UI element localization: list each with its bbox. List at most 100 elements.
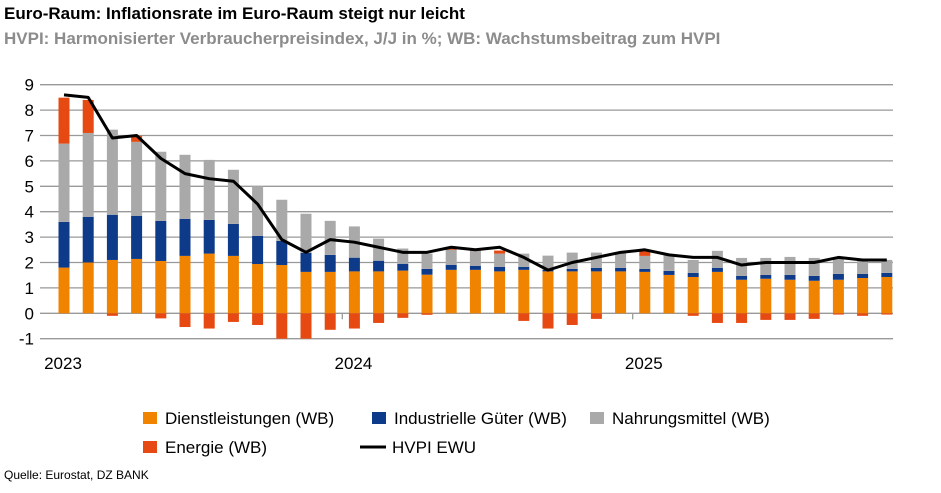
bar-segment: [784, 274, 796, 280]
bar-segment: [881, 259, 893, 273]
bar-segment: [179, 218, 191, 256]
legend-swatch: [143, 412, 157, 424]
bar-segment: [808, 313, 820, 319]
bar-segment: [832, 273, 844, 280]
bar-segment: [808, 275, 820, 281]
bar-segment: [203, 219, 215, 254]
bar-segment: [106, 129, 118, 215]
bar-segment: [832, 313, 844, 315]
bar-segment: [590, 252, 602, 268]
bar-segment: [711, 313, 723, 323]
bar-segment: [687, 313, 699, 316]
bar-segment: [421, 268, 433, 275]
bar-segment: [857, 277, 869, 314]
bar-segment: [542, 255, 554, 270]
bar-segment: [445, 264, 457, 270]
bar-segment: [590, 313, 602, 319]
bar-segment: [58, 221, 70, 268]
bar-segment: [494, 253, 506, 267]
bar-segment: [373, 260, 385, 272]
bar-segment: [155, 220, 167, 261]
bar-segment: [227, 255, 239, 314]
bar-segment: [227, 313, 239, 322]
bar-segment: [300, 271, 312, 314]
legend-swatch: [590, 412, 604, 424]
bar-segment: [832, 279, 844, 314]
bar-segment: [760, 278, 772, 314]
bar-segment: [711, 267, 723, 272]
y-tick-label: 1: [25, 279, 34, 298]
bar-segment: [590, 271, 602, 314]
bar-segment: [518, 313, 530, 321]
bar-segment: [760, 313, 772, 320]
bar-segment: [518, 269, 530, 314]
bar-segment: [494, 271, 506, 314]
bar-segment: [373, 313, 385, 323]
bar-segment: [615, 271, 627, 314]
bar-segment: [639, 268, 651, 272]
bar-segment: [615, 253, 627, 268]
bar-segment: [348, 313, 360, 329]
y-tick-label: -1: [19, 330, 34, 349]
bar-segment: [203, 313, 215, 329]
bar-segment: [227, 223, 239, 256]
bar-segment: [155, 151, 167, 221]
bar-segment: [494, 266, 506, 272]
legend-label: Nahrungsmittel (WB): [612, 409, 770, 428]
bar-segment: [566, 313, 578, 325]
bar-segment: [131, 215, 143, 259]
bar-segment: [639, 271, 651, 314]
y-tick-label: 6: [25, 152, 34, 171]
y-tick-label: 3: [25, 228, 34, 247]
bar-segment: [808, 280, 820, 314]
bar-segment: [784, 313, 796, 320]
bar-segment: [179, 255, 191, 314]
bar-segment: [857, 313, 869, 316]
bar-segment: [711, 250, 723, 268]
bar-segment: [179, 154, 191, 219]
bar-segment: [82, 99, 94, 133]
y-tick-label: 9: [25, 76, 34, 95]
bar-segment: [348, 271, 360, 314]
bar-segment: [397, 248, 409, 264]
bar-segment: [469, 265, 481, 270]
bar-segment: [494, 250, 506, 254]
bar-segment: [203, 159, 215, 220]
bar-segment: [469, 269, 481, 314]
bar-segment: [736, 279, 748, 314]
bar-segment: [106, 259, 118, 314]
x-tick-label: 2025: [625, 354, 663, 373]
y-tick-label: 8: [25, 101, 34, 120]
bar-segment: [324, 313, 336, 330]
bar-segment: [445, 248, 457, 250]
bar-segment: [131, 258, 143, 314]
bar-segment: [760, 274, 772, 279]
bar-segment: [131, 141, 143, 216]
bar-segment: [687, 272, 699, 277]
bar-segment: [663, 254, 675, 271]
x-tick-label: 2024: [334, 354, 372, 373]
bar-segment: [397, 313, 409, 318]
legend-label: Energie (WB): [165, 438, 267, 457]
bar-segment: [711, 271, 723, 314]
chart-subtitle: HVPI: Harmonisierter Verbraucherpreisind…: [4, 29, 721, 48]
bar-segment: [736, 275, 748, 280]
bar-segment: [687, 276, 699, 314]
bar-segment: [445, 249, 457, 265]
bar-segment: [542, 271, 554, 314]
bar-segment: [252, 313, 264, 325]
bar-segment: [276, 265, 288, 314]
bar-segment: [276, 240, 288, 266]
bar-segment: [131, 135, 143, 142]
bar-segment: [590, 267, 602, 272]
bar-segment: [615, 267, 627, 272]
bar-segment: [276, 313, 288, 339]
bar-segment: [881, 276, 893, 314]
bar-segment: [566, 271, 578, 314]
bar-segment: [687, 259, 699, 273]
bar-segment: [252, 264, 264, 314]
bar-segment: [82, 132, 94, 217]
bar-segment: [373, 238, 385, 261]
